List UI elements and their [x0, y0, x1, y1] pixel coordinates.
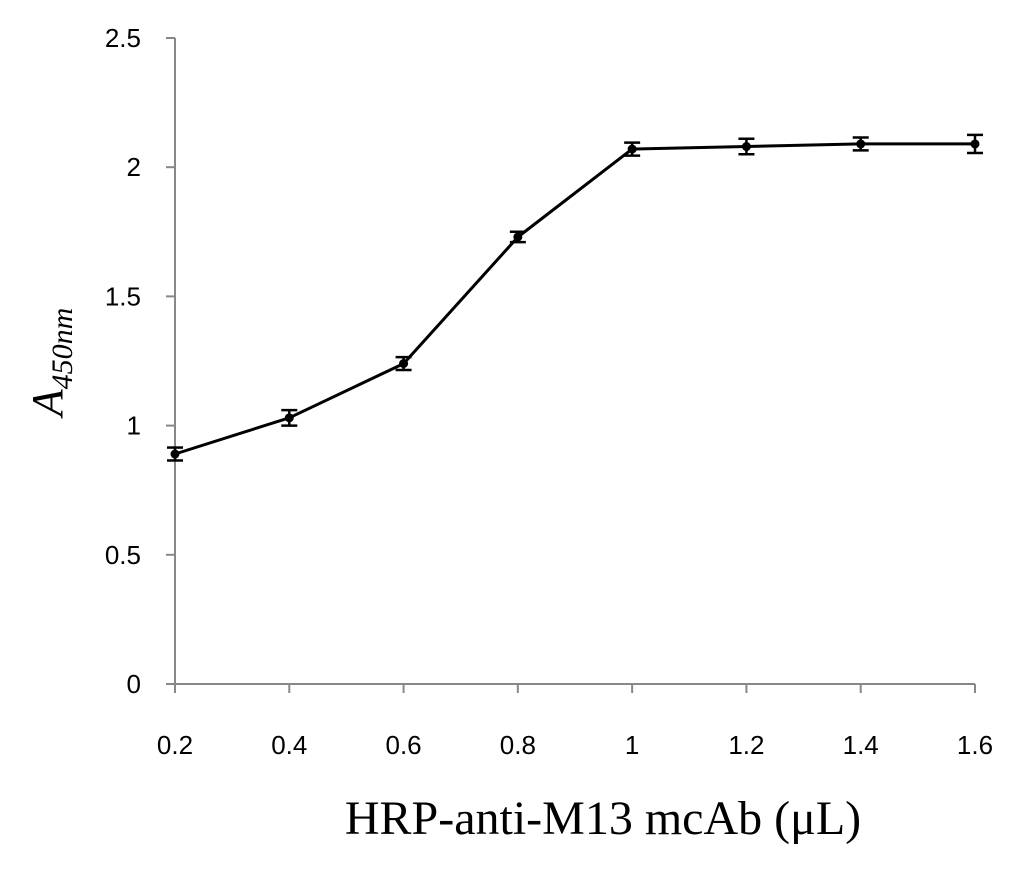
- x-tick-label: 0.2: [157, 730, 193, 760]
- y-tick-label: 1.5: [105, 281, 141, 311]
- y-axis-title: A450nm: [23, 308, 79, 420]
- y-axis-title-sub: 450nm: [46, 308, 79, 390]
- y-tick-label: 2: [127, 152, 141, 182]
- x-tick-label: 1.6: [957, 730, 993, 760]
- y-tick-label: 0: [127, 669, 141, 699]
- data-point: [399, 359, 409, 369]
- data-point: [170, 449, 180, 459]
- y-axis-title-main: A: [23, 388, 72, 419]
- data-point: [627, 144, 637, 154]
- y-tick-label: 0.5: [105, 540, 141, 570]
- series-line: [174, 142, 975, 456]
- x-tick-label: 1.4: [843, 730, 879, 760]
- chart-plot-area: [167, 133, 983, 462]
- data-point: [284, 413, 294, 423]
- data-point: [741, 142, 751, 152]
- data-point: [513, 232, 523, 242]
- x-axis-title: HRP-anti-M13 mcAb (μL): [345, 792, 861, 845]
- data-point: [970, 139, 980, 149]
- data-point: [856, 139, 866, 149]
- x-tick-label: 1: [625, 730, 639, 760]
- x-tick-label: 0.8: [500, 730, 536, 760]
- chart-ticks: 0 0.5 1 1.5 2 2.5 0.2 0.4 0.6 0.8 1 1.2 1.4 1.6: [105, 23, 993, 760]
- x-tick-label: 0.4: [271, 730, 307, 760]
- y-tick-label: 1: [127, 411, 141, 441]
- x-tick-label: 0.6: [385, 730, 421, 760]
- y-tick-label: 2.5: [105, 23, 141, 53]
- x-tick-label: 1.2: [728, 730, 764, 760]
- chart-axes: [174, 38, 975, 685]
